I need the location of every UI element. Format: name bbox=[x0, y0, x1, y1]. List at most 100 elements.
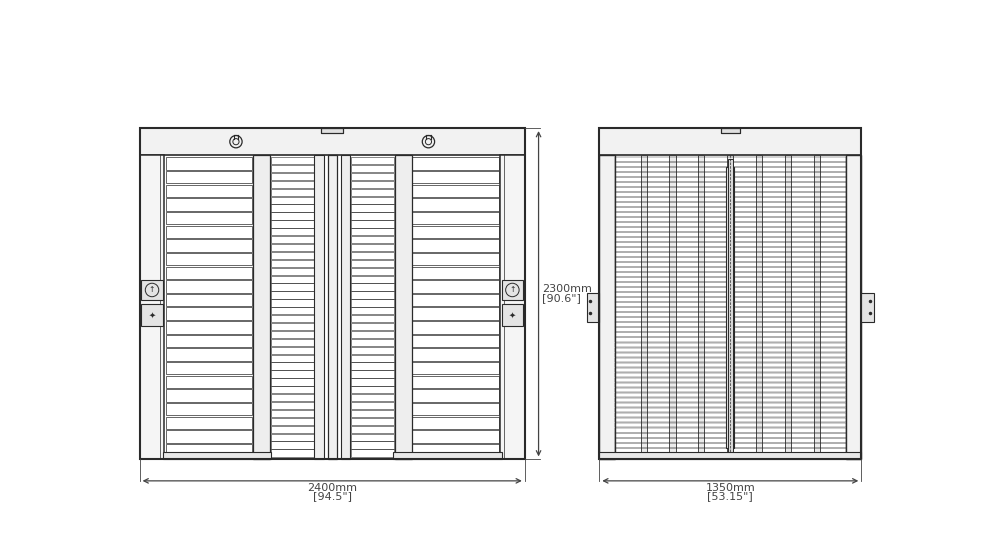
Bar bbox=[614, 403, 845, 407]
Bar bbox=[327, 155, 336, 460]
Bar bbox=[614, 448, 845, 452]
Bar bbox=[270, 189, 314, 196]
Bar bbox=[614, 347, 845, 352]
Bar bbox=[270, 331, 314, 338]
Bar bbox=[614, 357, 845, 362]
Bar bbox=[350, 196, 393, 204]
Bar bbox=[412, 225, 498, 238]
Bar bbox=[270, 362, 314, 370]
Bar bbox=[614, 242, 845, 247]
Bar bbox=[412, 349, 498, 361]
Bar bbox=[270, 370, 314, 377]
Bar bbox=[166, 307, 251, 320]
Bar bbox=[270, 347, 314, 354]
Bar bbox=[350, 379, 393, 386]
Bar bbox=[394, 155, 411, 460]
Bar bbox=[614, 317, 845, 322]
Bar bbox=[166, 198, 251, 211]
Bar bbox=[755, 155, 761, 460]
Bar bbox=[614, 362, 845, 367]
Bar bbox=[412, 294, 498, 306]
Bar bbox=[614, 377, 845, 382]
Bar bbox=[270, 157, 314, 164]
Bar bbox=[141, 280, 163, 300]
Bar bbox=[412, 266, 498, 279]
Bar bbox=[270, 228, 314, 235]
Bar bbox=[270, 379, 314, 386]
Bar bbox=[614, 182, 845, 186]
Bar bbox=[412, 307, 498, 320]
Bar bbox=[270, 260, 314, 267]
Bar bbox=[270, 323, 314, 330]
Bar bbox=[614, 177, 845, 181]
Bar bbox=[698, 155, 704, 460]
Bar bbox=[412, 321, 498, 334]
Text: ↑: ↑ bbox=[509, 285, 515, 295]
Bar bbox=[614, 453, 845, 458]
Bar bbox=[350, 402, 393, 409]
Bar bbox=[166, 376, 251, 388]
Bar bbox=[340, 155, 350, 460]
Bar bbox=[614, 197, 845, 201]
Bar bbox=[614, 322, 845, 327]
Bar bbox=[614, 257, 845, 262]
Bar bbox=[392, 452, 501, 460]
Bar bbox=[166, 157, 251, 170]
Bar bbox=[270, 165, 314, 172]
Bar bbox=[614, 443, 845, 447]
Text: [94.5"]: [94.5"] bbox=[313, 491, 351, 501]
Bar bbox=[270, 204, 314, 211]
Bar bbox=[166, 266, 251, 279]
Bar bbox=[166, 362, 251, 375]
Bar bbox=[350, 331, 393, 338]
Bar bbox=[350, 204, 393, 211]
Text: [90.6"]: [90.6"] bbox=[542, 294, 581, 304]
Bar bbox=[614, 167, 845, 171]
Bar bbox=[412, 417, 498, 429]
Bar bbox=[350, 173, 393, 180]
Bar bbox=[412, 171, 498, 183]
Bar bbox=[270, 252, 314, 259]
Bar bbox=[270, 307, 314, 315]
Bar bbox=[350, 291, 393, 299]
Bar bbox=[614, 207, 845, 211]
Bar bbox=[614, 337, 845, 342]
Bar bbox=[614, 367, 845, 372]
Bar bbox=[166, 212, 251, 224]
Bar bbox=[166, 225, 251, 238]
Bar bbox=[270, 220, 314, 228]
Bar bbox=[614, 172, 845, 176]
Text: 2400mm: 2400mm bbox=[307, 483, 357, 493]
Bar bbox=[614, 327, 845, 332]
Bar bbox=[614, 428, 845, 432]
Bar bbox=[412, 376, 498, 388]
Bar bbox=[270, 386, 314, 393]
Bar bbox=[350, 315, 393, 322]
Bar bbox=[350, 339, 393, 346]
Bar bbox=[270, 339, 314, 346]
Bar bbox=[350, 433, 393, 441]
Bar bbox=[270, 426, 314, 433]
Bar bbox=[270, 275, 314, 283]
Bar bbox=[166, 253, 251, 265]
Bar bbox=[501, 304, 523, 326]
Bar bbox=[350, 252, 393, 259]
Bar bbox=[166, 390, 251, 402]
Bar bbox=[270, 268, 314, 275]
Text: 2300mm: 2300mm bbox=[542, 284, 592, 294]
Bar bbox=[721, 128, 739, 133]
Bar bbox=[861, 292, 873, 322]
Bar bbox=[166, 294, 251, 306]
Bar bbox=[270, 291, 314, 299]
Bar bbox=[166, 321, 251, 334]
Bar bbox=[350, 410, 393, 417]
Bar bbox=[350, 181, 393, 188]
Bar bbox=[166, 403, 251, 416]
Bar bbox=[350, 275, 393, 283]
Bar bbox=[270, 450, 314, 457]
Bar bbox=[252, 155, 269, 460]
Bar bbox=[270, 244, 314, 251]
Bar bbox=[500, 155, 525, 460]
Bar bbox=[412, 335, 498, 347]
Bar bbox=[614, 438, 845, 442]
